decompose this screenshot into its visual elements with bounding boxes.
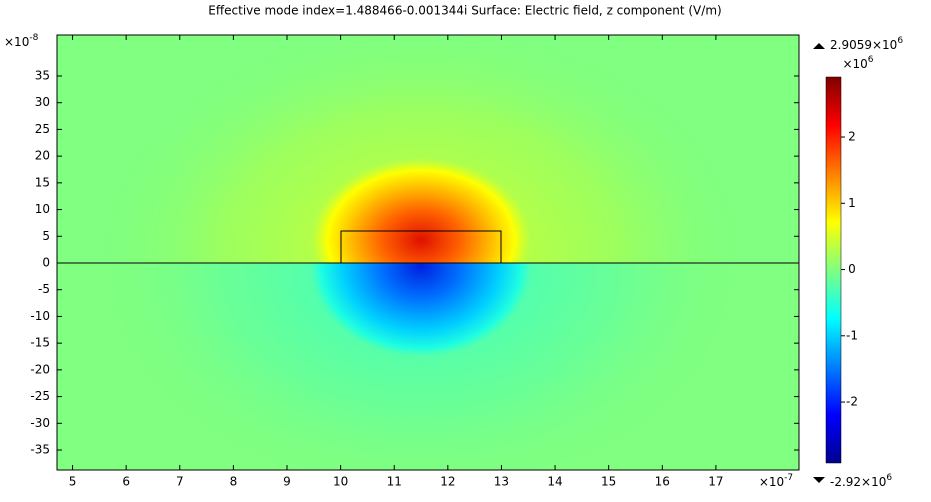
y-tick-label: 20 — [35, 149, 50, 163]
y-tick-label: -20 — [30, 362, 50, 376]
field — [57, 35, 799, 470]
y-multiplier: ×10-8 — [4, 33, 39, 49]
x-tick-label: 17 — [708, 475, 723, 489]
chart-title: Effective mode index=1.488466-0.001344i … — [208, 4, 721, 18]
colorbar-max-exp: 6 — [897, 36, 903, 46]
y-tick-label: 35 — [35, 68, 50, 82]
x-multiplier: ×10-7 — [759, 473, 793, 489]
x-tick-label: 11 — [387, 475, 402, 489]
x-tick-label: 6 — [122, 475, 130, 489]
colorbar-tick-label: -1 — [846, 328, 858, 342]
colorbar-max-base: 2.9059×10 — [830, 38, 897, 52]
colorbar-tick-label: 1 — [848, 196, 856, 210]
colorbar-min: -2.92×106 — [830, 473, 892, 489]
y-multiplier-exp: -8 — [29, 33, 38, 43]
x-tick-label: 14 — [547, 475, 562, 489]
colorbar-tick-label: -2 — [846, 395, 858, 409]
x-tick-label: 12 — [440, 475, 455, 489]
x-tick-label: 8 — [230, 475, 238, 489]
x-tick-label: 15 — [601, 475, 616, 489]
max-arrow — [813, 43, 825, 49]
y-tick-label: 0 — [42, 255, 50, 269]
plot-frame — [56, 34, 800, 471]
colorbar-multiplier: ×106 — [842, 55, 873, 71]
colorbar-multiplier-exp: 6 — [868, 55, 874, 65]
x-tick-label: 13 — [494, 475, 509, 489]
x-tick-label: 7 — [176, 475, 184, 489]
colorbar — [825, 76, 842, 464]
y-tick-label: 15 — [35, 175, 50, 189]
y-tick-label: -10 — [30, 309, 50, 323]
y-multiplier-base: ×10 — [4, 35, 29, 49]
y-tick-label: -35 — [30, 443, 50, 457]
y-tick-label: 5 — [42, 229, 50, 243]
y-tick-label: -25 — [30, 389, 50, 403]
min-arrow — [813, 477, 825, 483]
colorbar-tick-label: 0 — [848, 262, 856, 276]
colorbar-tick-label: 2 — [848, 130, 856, 144]
x-tick-label: 16 — [655, 475, 670, 489]
y-tick-label: 25 — [35, 122, 50, 136]
colorbar-min-exp: 6 — [886, 473, 892, 483]
colorbar-multiplier-base: ×10 — [842, 57, 867, 71]
y-tick-label: 10 — [35, 202, 50, 216]
y-tick-label: -15 — [30, 336, 50, 350]
x-tick-label: 9 — [283, 475, 291, 489]
colorbar-max: 2.9059×106 — [830, 36, 903, 52]
x-multiplier-base: ×10 — [759, 475, 784, 489]
colorbar-min-base: -2.92×10 — [830, 475, 886, 489]
y-tick-label: 30 — [35, 95, 50, 109]
y-tick-label: -30 — [30, 416, 50, 430]
y-tick-label: -5 — [38, 282, 50, 296]
x-multiplier-exp: -7 — [784, 473, 793, 483]
x-tick-label: 10 — [333, 475, 348, 489]
x-tick-label: 5 — [69, 475, 77, 489]
